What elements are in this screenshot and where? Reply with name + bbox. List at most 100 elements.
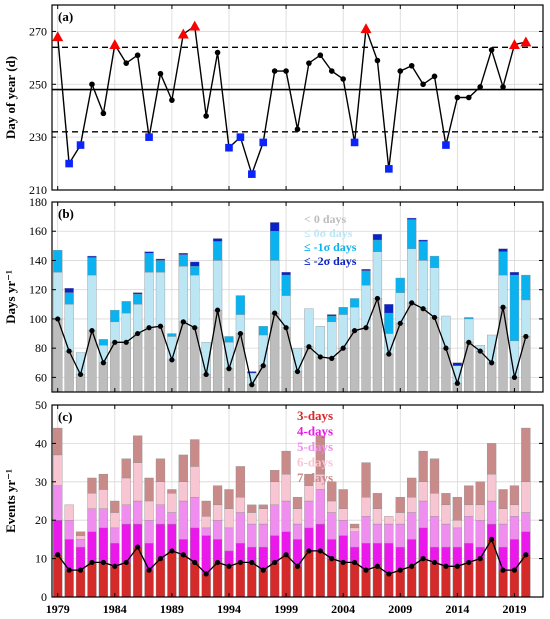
bar-segment xyxy=(361,569,371,598)
bar-segment xyxy=(224,527,234,552)
bar-segment xyxy=(338,489,348,509)
legend-entry: ≤ 0σ days xyxy=(304,226,353,240)
bar-segment xyxy=(121,342,131,393)
bar-segment xyxy=(315,489,325,525)
bar-segment xyxy=(155,260,166,273)
data-point xyxy=(203,571,209,577)
bar-segment xyxy=(53,271,63,320)
bar-segment xyxy=(349,330,360,393)
bar-segment xyxy=(75,531,86,536)
legend-entry: < 0 days xyxy=(304,212,347,226)
x-tick-label: 1989 xyxy=(160,602,184,616)
bar-segment xyxy=(270,535,280,563)
bar-segment xyxy=(418,481,428,502)
bar-segment xyxy=(327,500,337,513)
bar-segment xyxy=(270,260,280,314)
data-point xyxy=(477,348,483,354)
bar-segment xyxy=(418,527,428,559)
low-marker xyxy=(225,143,233,152)
bar-segment xyxy=(155,558,166,598)
bar-segment xyxy=(133,304,143,334)
bar-segment xyxy=(110,321,120,343)
bar-segment xyxy=(464,562,474,598)
bar-segment xyxy=(395,277,405,293)
data-point xyxy=(409,563,415,569)
bar-segment xyxy=(407,566,417,598)
bar-segment xyxy=(235,314,246,334)
bar-segment xyxy=(372,493,383,509)
data-point xyxy=(351,559,358,566)
bar-segment xyxy=(281,531,291,555)
bar-segment xyxy=(212,260,223,311)
data-point xyxy=(226,563,232,569)
bar-segment xyxy=(144,477,154,502)
y-tick-label: 230 xyxy=(29,130,47,144)
panel-a-reference-lines xyxy=(52,46,543,133)
bar-segment xyxy=(349,562,360,598)
bar-segment xyxy=(270,231,280,261)
high-marker xyxy=(520,36,532,47)
bar-segment xyxy=(235,512,246,544)
bar-segment xyxy=(53,485,63,521)
bar-segment xyxy=(98,562,109,598)
bar-segment xyxy=(407,248,417,304)
bar-segment xyxy=(64,292,74,305)
data-point xyxy=(146,567,152,573)
data-point xyxy=(89,81,95,88)
panel-a: 210 230 250 270 (a) Day of year (d) xyxy=(3,4,544,197)
bar-segment xyxy=(292,523,303,540)
bar-segment xyxy=(281,473,291,502)
bar-segment xyxy=(372,566,383,598)
y-tick-label: 80 xyxy=(35,341,47,355)
low-marker xyxy=(236,133,245,141)
data-point xyxy=(340,76,346,82)
data-point xyxy=(477,556,483,562)
data-point xyxy=(89,559,95,566)
panel-c: 0 10 20 30 40 50 1979 1984 1989 1994 1999 2004 2009… xyxy=(3,398,544,616)
bar-segment xyxy=(361,270,371,286)
bar-segment xyxy=(121,477,131,506)
data-point xyxy=(272,559,278,566)
bar-segment xyxy=(441,493,451,506)
bar-segment xyxy=(349,307,360,331)
bar-segment xyxy=(53,427,63,456)
data-point xyxy=(408,62,415,69)
y-tick-label: 210 xyxy=(29,183,47,197)
data-point xyxy=(420,81,426,88)
bar-segment xyxy=(429,317,440,393)
bar-segment xyxy=(418,239,428,242)
bar-segment xyxy=(190,266,200,276)
data-point xyxy=(443,345,449,351)
bar-segment xyxy=(407,302,417,393)
bar-segment xyxy=(281,500,291,532)
data-point xyxy=(112,563,118,569)
data-point xyxy=(466,339,472,345)
data-point xyxy=(100,559,106,566)
x-tick-label: 1984 xyxy=(103,602,127,616)
bar-segment xyxy=(338,307,348,315)
low-marker xyxy=(259,138,268,147)
data-point xyxy=(294,563,301,569)
bar-segment xyxy=(452,566,462,598)
bar-segment xyxy=(270,222,280,232)
bar-segment xyxy=(327,358,337,393)
bar-segment xyxy=(167,512,177,525)
bar-segment xyxy=(429,562,440,598)
bar-segment xyxy=(224,489,234,509)
bar-segment xyxy=(178,554,188,598)
bar-segment xyxy=(258,326,268,336)
bar-segment xyxy=(258,504,268,509)
bar-segment xyxy=(190,261,200,267)
data-point xyxy=(317,354,323,360)
bar-segment xyxy=(178,266,188,323)
bar-segment xyxy=(133,333,143,393)
data-point xyxy=(489,536,495,543)
x-tick-label: 2014 xyxy=(445,602,469,616)
bar-segment xyxy=(498,251,508,276)
bar-segment xyxy=(87,255,97,258)
panel-c-y-axis-label: Events yr⁻¹ xyxy=(3,469,18,533)
bar-segment xyxy=(292,566,303,598)
legend-entry: 7-days xyxy=(297,470,333,485)
bar-segment xyxy=(155,523,166,559)
